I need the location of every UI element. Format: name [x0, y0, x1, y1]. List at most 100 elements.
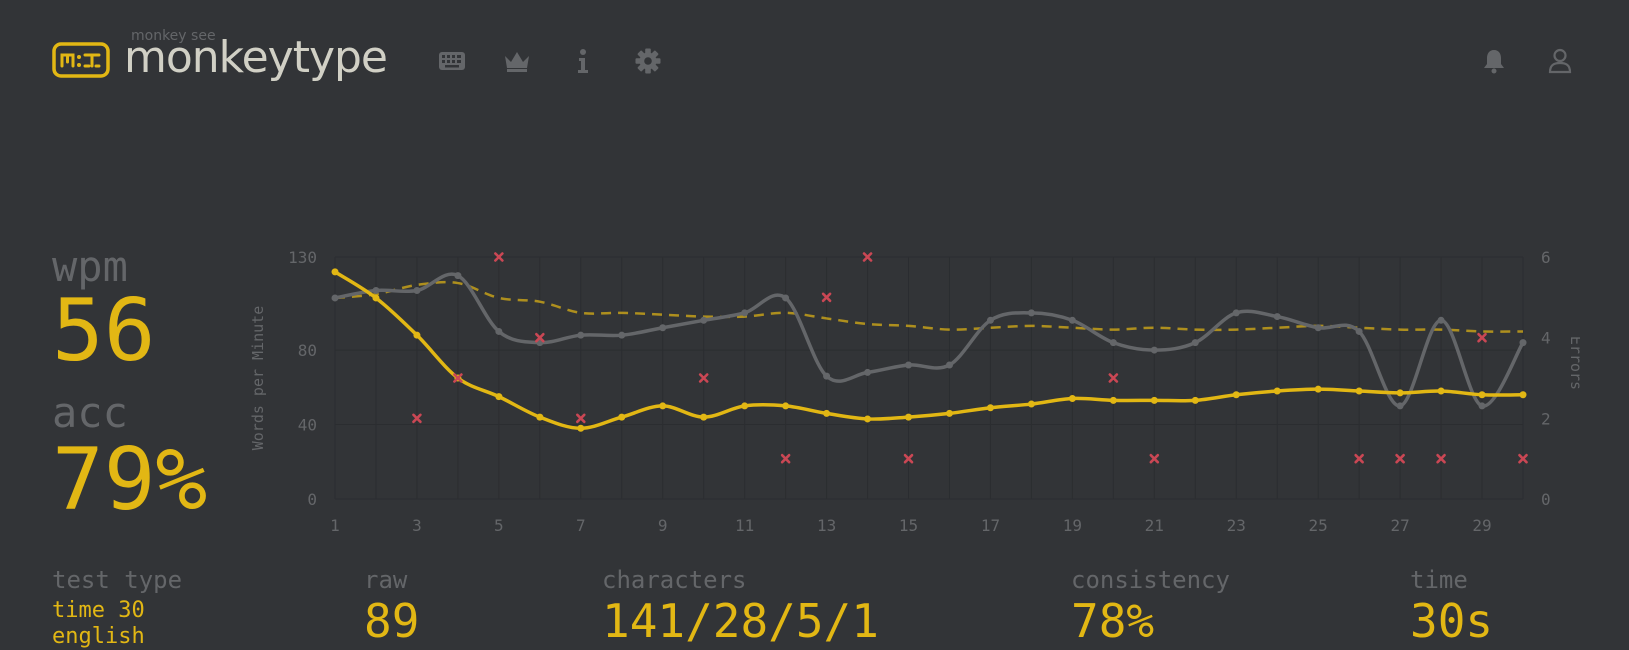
- wpm-point: [536, 413, 544, 421]
- time-value[interactable]: 30s: [1410, 594, 1494, 648]
- raw-point: [1150, 346, 1158, 354]
- wpm-point: [1314, 385, 1322, 393]
- x-tick-label: 13: [817, 516, 836, 535]
- wpm-point: [986, 404, 994, 412]
- consistency-label: consistency: [1071, 566, 1230, 594]
- y2-tick-label: 2: [1541, 409, 1551, 428]
- raw-point: [864, 368, 872, 376]
- wpm-point: [659, 402, 667, 410]
- x-tick-label: 9: [658, 516, 668, 535]
- info-icon[interactable]: [568, 46, 598, 76]
- y2-tick-label: 0: [1541, 490, 1551, 509]
- raw-point: [1191, 339, 1199, 347]
- wpm-point: [1478, 391, 1486, 399]
- error-marker: [494, 252, 504, 262]
- brand-tagline: monkey see: [131, 28, 216, 44]
- wpm-value[interactable]: 56: [52, 281, 156, 381]
- raw-point: [905, 361, 913, 369]
- raw-point: [1068, 316, 1076, 324]
- wpm-point: [1437, 387, 1445, 395]
- characters-value[interactable]: 141/28/5/1: [602, 594, 879, 648]
- gear-icon[interactable]: [633, 46, 663, 76]
- x-tick-label: 27: [1390, 516, 1409, 535]
- y2-tick-label: 6: [1541, 248, 1551, 267]
- raw-label: raw: [364, 566, 408, 594]
- raw-point: [1027, 309, 1035, 317]
- raw-point: [495, 327, 503, 335]
- wpm-point: [1273, 387, 1281, 395]
- x-tick-label: 1: [330, 516, 340, 535]
- wpm-point: [1396, 389, 1404, 397]
- wpm-point: [1068, 394, 1076, 402]
- error-marker: [1149, 453, 1160, 464]
- test-type-label: test type: [52, 566, 183, 594]
- wpm-point: [1232, 391, 1240, 399]
- raw-point: [945, 361, 953, 369]
- keyboard-icon[interactable]: [437, 46, 467, 76]
- x-tick-label: 7: [576, 516, 586, 535]
- wpm-point: [495, 393, 503, 401]
- y-tick-label: 130: [288, 248, 317, 267]
- wpm-point: [741, 402, 749, 410]
- wpm-point: [1150, 396, 1158, 404]
- raw-point: [1355, 327, 1363, 335]
- monkeytype-logo[interactable]: [52, 42, 110, 78]
- error-marker: [1518, 453, 1528, 464]
- wpm-chart[interactable]: 1 3 5 7 9 11 13 15 17 19 21 23 25 27 29040801300246Wor…: [250, 240, 1580, 540]
- error-marker: [821, 292, 832, 303]
- wpm-point: [1191, 396, 1199, 404]
- logo-icon: [52, 42, 110, 78]
- raw-point: [1109, 339, 1117, 347]
- wpm-point: [823, 409, 831, 417]
- x-tick-label: 23: [1227, 516, 1246, 535]
- acc-value[interactable]: 79%: [52, 430, 208, 530]
- y-tick-label: 0: [307, 490, 317, 509]
- raw-point: [1232, 309, 1240, 317]
- consistency-value[interactable]: 78%: [1071, 594, 1155, 648]
- characters-label: characters: [602, 566, 747, 594]
- x-tick-label: 11: [735, 516, 754, 535]
- y-tick-label: 40: [298, 416, 317, 435]
- raw-point: [1314, 324, 1322, 332]
- raw-point: [1273, 313, 1281, 321]
- error-marker: [453, 373, 463, 383]
- error-marker: [535, 332, 545, 343]
- bell-icon[interactable]: [1479, 46, 1509, 76]
- raw-point: [1519, 339, 1527, 347]
- x-tick-label: 19: [1063, 516, 1082, 535]
- x-tick-label: 3: [412, 516, 422, 535]
- raw-point: [1478, 402, 1486, 410]
- raw-point: [454, 272, 462, 280]
- error-marker: [698, 373, 709, 383]
- burst-series-line: [334, 280, 1524, 333]
- wpm-point: [413, 331, 421, 339]
- crown-icon[interactable]: [502, 46, 532, 76]
- raw-point: [659, 324, 667, 332]
- wpm-point: [618, 413, 626, 421]
- test-type-language[interactable]: english: [52, 624, 145, 649]
- raw-point: [986, 316, 994, 324]
- wpm-point: [945, 409, 953, 417]
- x-tick-label: 15: [899, 516, 918, 535]
- error-marker: [903, 453, 914, 464]
- error-marker: [1395, 453, 1405, 464]
- error-marker: [862, 252, 873, 262]
- wpm-point: [864, 415, 872, 423]
- error-marker: [1108, 373, 1119, 383]
- raw-value[interactable]: 89: [364, 594, 420, 648]
- x-tick-label: 21: [1145, 516, 1164, 535]
- wpm-label: wpm: [52, 242, 128, 291]
- x-tick-label: 17: [981, 516, 1000, 535]
- brand-name[interactable]: monkeytype: [124, 32, 388, 83]
- wpm-point: [1355, 387, 1363, 395]
- y-axis-label: Words per Minute: [250, 306, 267, 451]
- y2-axis-label: Errors: [1567, 336, 1580, 390]
- x-tick-label: 5: [494, 516, 504, 535]
- y-tick-label: 80: [298, 341, 317, 360]
- wpm-point: [782, 402, 790, 410]
- raw-point: [700, 316, 708, 324]
- top-nav: monkey see monkeytype: [52, 28, 1582, 88]
- user-icon[interactable]: [1545, 46, 1575, 76]
- error-marker: [575, 413, 586, 424]
- x-tick-label: 29: [1472, 516, 1491, 535]
